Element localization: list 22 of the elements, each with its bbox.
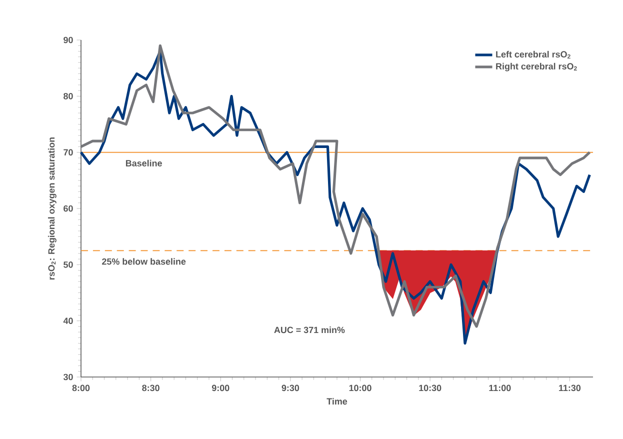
y-axis-title: rsO$_{2}$: Regional oxygen saturation (48, 137, 56, 280)
y-tick-label: 50 (64, 261, 73, 268)
x-tick-label: 10:00 (349, 384, 372, 392)
x-tick-label: 9:00 (212, 384, 230, 392)
ref-line-label: 25% below baseline (102, 258, 186, 265)
legend-label: Left cerebral rsO$_{2}$ (496, 50, 570, 59)
y-tick-label: 40 (63, 318, 73, 324)
annotation: AUC = 371 min% (274, 326, 345, 334)
y-tick-label: 30 (63, 374, 73, 380)
x-axis-title: Time (326, 398, 348, 405)
x-tick-label: 10:30 (419, 384, 442, 392)
x-tick-label: 8:00 (72, 384, 90, 392)
x-tick-label: 8:30 (142, 384, 160, 392)
y-tick-label: 90 (64, 36, 73, 44)
y-tick-label: 70 (64, 149, 73, 156)
legend-label: Right cerebral rsO$_{2}$ (496, 62, 577, 72)
x-tick-label: 11:30 (559, 384, 581, 392)
x-tick-label: 9:30 (282, 384, 300, 392)
y-tick-label: 60 (64, 205, 73, 212)
x-tick-label: 11:00 (489, 384, 511, 392)
ref-line-label: Baseline (126, 160, 162, 166)
y-tick-label: 80 (64, 92, 73, 100)
